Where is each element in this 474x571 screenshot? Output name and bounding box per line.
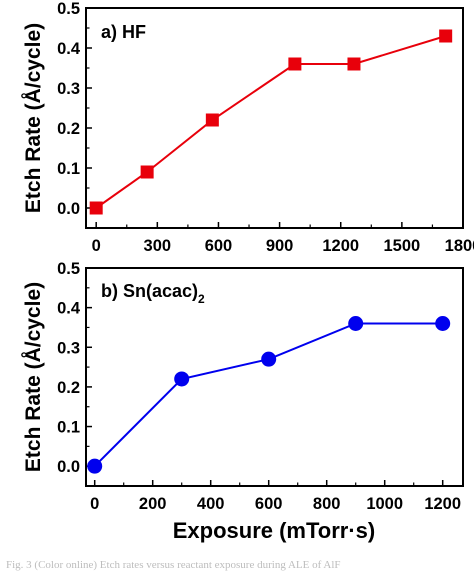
- plot-frame: [85, 267, 464, 487]
- x-ticks: 0 200 400 600 800 1000 1200: [90, 480, 461, 513]
- x-tick-label: 600: [205, 237, 233, 255]
- x-tick-label: 200: [139, 495, 167, 513]
- plot-frame: [85, 7, 464, 229]
- data-point: [288, 57, 302, 71]
- panel-a: a) HF Etch Rate (Å/cycle) 0 300 600 900 1200…: [21, 0, 474, 255]
- y-ticks: 0.0 0.1 0.2 0.3 0.4 0.5: [57, 260, 92, 476]
- panel-b: b) Sn(acac)2 Etch Rate (Å/cycle) 0 200 400…: [21, 260, 464, 513]
- data-point: [439, 29, 453, 43]
- panel-title: b) Sn(acac)2: [101, 281, 205, 306]
- y-tick-label: 0.5: [57, 0, 80, 18]
- panel-title: a) HF: [101, 22, 146, 42]
- x-tick-label: 600: [255, 495, 283, 513]
- y-tick-label: 0.4: [57, 300, 81, 318]
- x-tick-label: 1000: [366, 495, 403, 513]
- x-tick-label: 900: [266, 237, 294, 255]
- y-tick-label: 0.0: [57, 458, 80, 476]
- x-tick-label: 800: [313, 495, 341, 513]
- x-tick-label: 0: [92, 237, 101, 255]
- data-point: [89, 201, 103, 215]
- series-line: [95, 35, 446, 209]
- x-axis-label: Exposure (mTorr·s): [173, 518, 376, 543]
- y-tick-label: 0.1: [57, 160, 80, 178]
- y-tick-label: 0.0: [57, 200, 80, 218]
- x-tick-label: 0: [90, 495, 99, 513]
- x-tick-label: 1200: [322, 237, 359, 255]
- data-point: [205, 113, 219, 127]
- data-point: [140, 165, 154, 179]
- y-tick-label: 0.3: [57, 80, 80, 98]
- y-axis-label: Etch Rate (Å/cycle): [21, 282, 45, 472]
- y-tick-label: 0.3: [57, 339, 80, 357]
- y-tick-label: 0.2: [57, 379, 80, 397]
- data-point: [87, 458, 103, 474]
- data-point: [348, 315, 364, 331]
- y-axis-label: Etch Rate (Å/cycle): [21, 23, 45, 213]
- y-tick-label: 0.1: [57, 419, 80, 437]
- data-point: [347, 57, 361, 71]
- x-tick-label: 1200: [424, 495, 461, 513]
- x-tick-label: 400: [197, 495, 225, 513]
- data-point: [435, 315, 451, 331]
- figure-caption: Fig. 3 (Color online) Etch rates versus …: [6, 559, 341, 571]
- series-marks: [89, 29, 453, 215]
- series-marks: [87, 315, 451, 474]
- data-point: [174, 371, 190, 387]
- series-line: [93, 322, 443, 467]
- y-tick-label: 0.4: [57, 40, 81, 58]
- y-tick-label: 0.5: [57, 260, 80, 278]
- x-tick-label: 1500: [384, 237, 421, 255]
- data-point: [261, 351, 277, 367]
- y-ticks: 0.0 0.1 0.2 0.3 0.4 0.5: [57, 0, 92, 218]
- y-tick-label: 0.2: [57, 120, 80, 138]
- x-tick-label: 300: [144, 237, 172, 255]
